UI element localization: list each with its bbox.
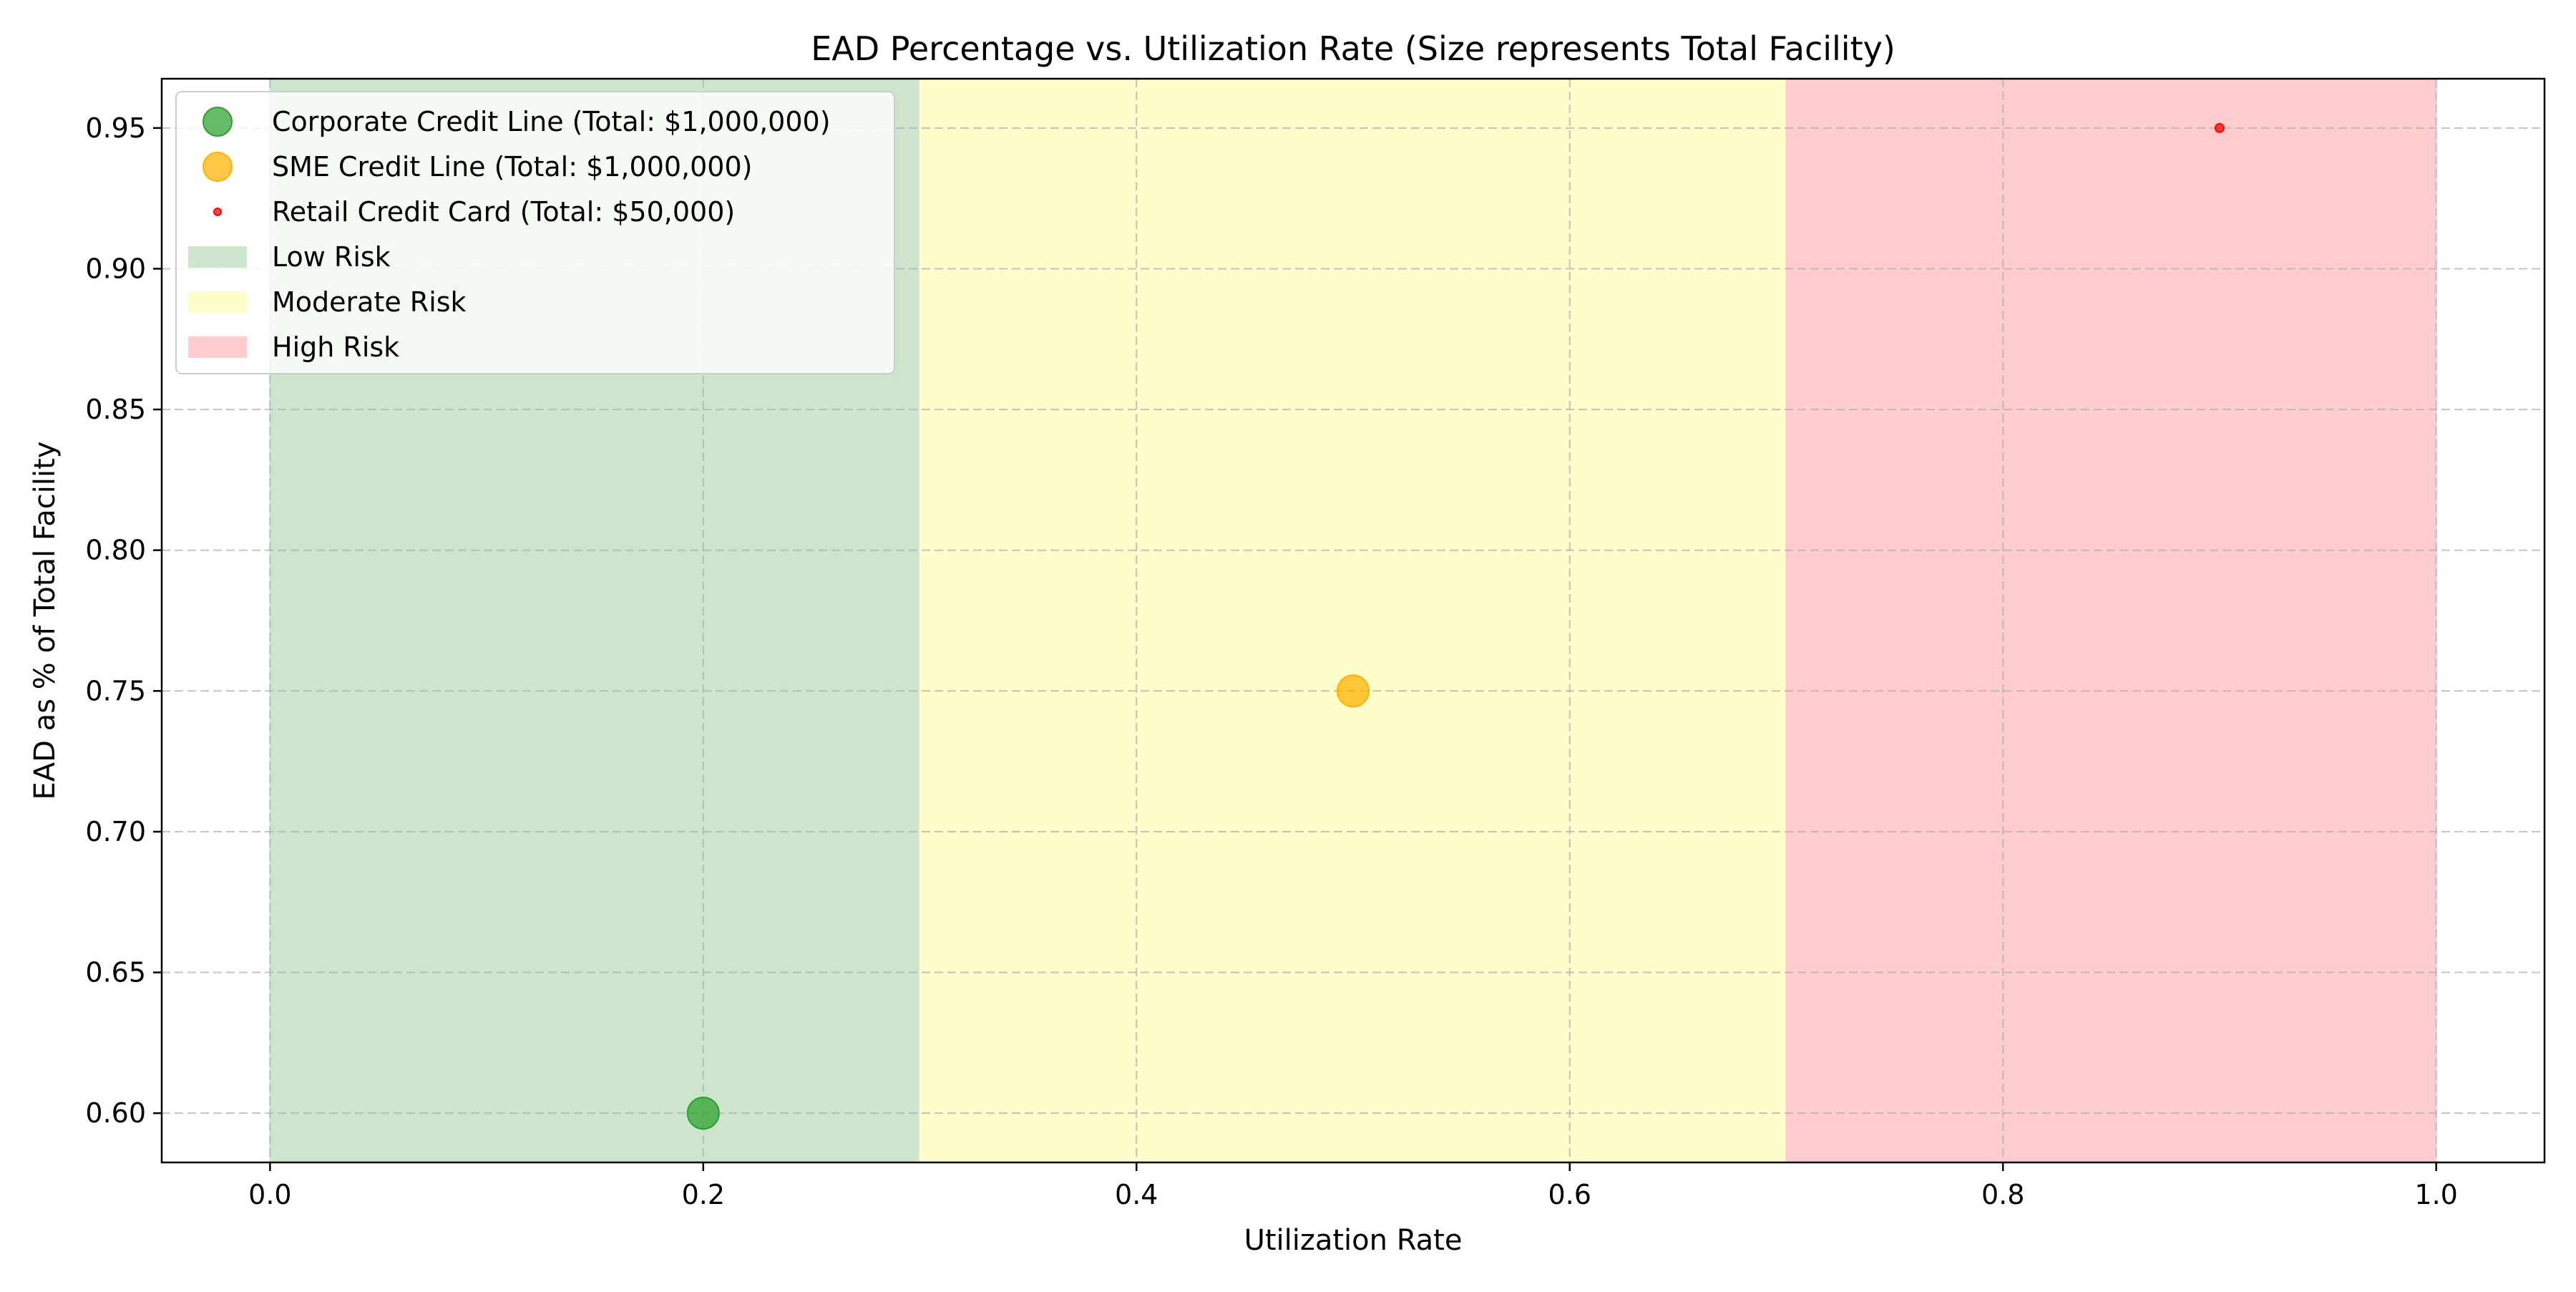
y-tick-label: 0.70	[85, 816, 146, 847]
y-tick-label: 0.80	[85, 535, 146, 566]
y-tick-label: 0.60	[85, 1097, 146, 1129]
legend-label-region-1: Low Risk	[272, 241, 391, 273]
x-tick-label: 0.6	[1548, 1179, 1591, 1210]
x-axis-ticks: 0.0 0.2 0.4 0.6 0.8 1.0	[248, 1162, 2458, 1210]
data-point-series-1	[686, 1097, 720, 1130]
grid-lines	[162, 79, 2545, 1162]
x-tick-label: 0.4	[1115, 1179, 1158, 1210]
data-point-series-3	[2214, 122, 2225, 133]
legend-label-series-2: SME Credit Line (Total: $1,000,000)	[272, 151, 752, 183]
legend-box	[175, 91, 895, 374]
y-tick-label: 0.75	[85, 675, 146, 706]
risk-region-moderate-risk	[919, 78, 1787, 1163]
x-axis-title: Utilization Rate	[1244, 1224, 1463, 1257]
x-tick-label: 0.2	[682, 1179, 725, 1210]
legend-swatch-region-2	[188, 291, 247, 313]
risk-region-high-risk	[1785, 78, 2437, 1163]
chart-title: EAD Percentage vs. Utilization Rate (Siz…	[811, 29, 1896, 68]
data-point-series-2	[1337, 674, 1370, 708]
y-tick-label: 0.95	[85, 112, 146, 144]
legend-marker-series-2	[203, 152, 233, 182]
data-points	[686, 122, 2225, 1130]
y-tick-label: 0.65	[85, 957, 146, 989]
y-axis-ticks: 0.60 0.65 0.70 0.75 0.80 0.85 0.90 0.95	[85, 112, 162, 1129]
legend-label-region-2: Moderate Risk	[272, 286, 467, 318]
legend-marker-series-1	[203, 107, 233, 137]
x-tick-label: 0.8	[1981, 1179, 2024, 1210]
y-tick-label: 0.85	[85, 394, 146, 425]
legend-label-series-1: Corporate Credit Line (Total: $1,000,000…	[272, 106, 831, 137]
legend-label-region-3: High Risk	[272, 331, 399, 363]
x-tick-label: 1.0	[2414, 1179, 2457, 1210]
plot-frame	[160, 77, 2546, 1164]
legend: Corporate Credit Line (Total: $1,000,000…	[175, 91, 895, 374]
legend-label-series-3: Retail Credit Card (Total: $50,000)	[272, 196, 735, 228]
legend-swatch-region-3	[188, 336, 247, 358]
legend-marker-series-3	[213, 208, 222, 216]
y-tick-label: 0.90	[85, 253, 146, 284]
x-tick-label: 0.0	[248, 1179, 291, 1210]
legend-swatch-region-1	[188, 246, 247, 268]
y-axis-title: EAD as % of Total Facility	[29, 442, 62, 800]
